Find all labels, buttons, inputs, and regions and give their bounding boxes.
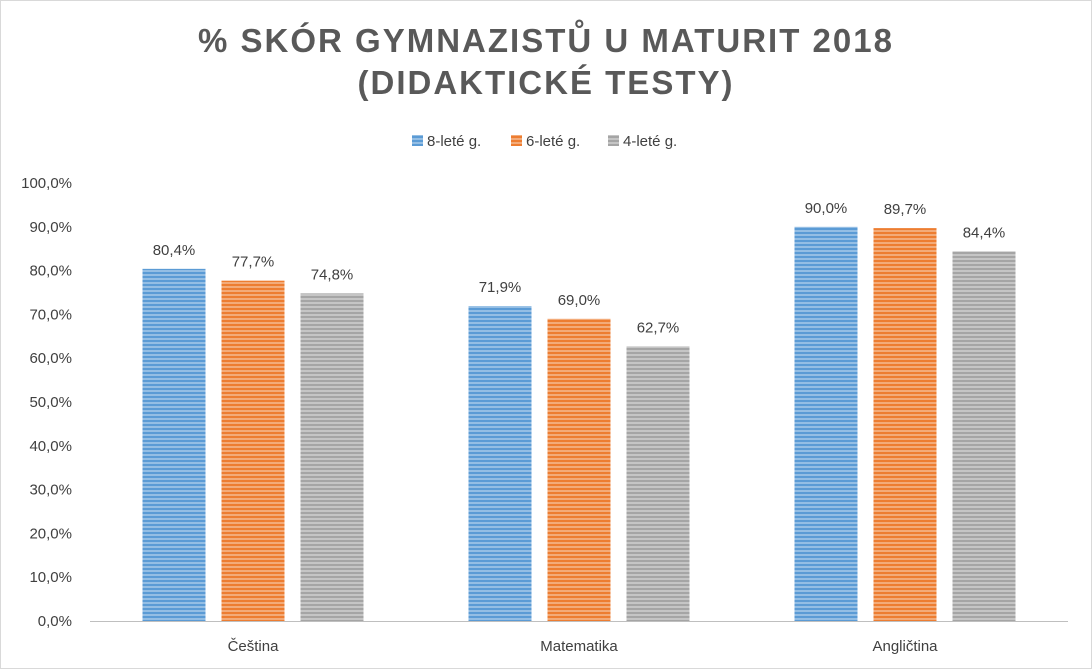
legend-label-3: 4-leté g. [623,133,677,150]
data-label: 74,8% [311,266,354,283]
y-tick-label: 100,0% [21,175,72,192]
legend-swatch-2 [511,135,522,146]
bar [794,226,858,622]
bar [873,228,937,621]
legend-swatch-1 [412,135,423,146]
bar [221,280,285,621]
chart-title-line-2: (DIDAKTICKÉ TESTY) [357,64,735,101]
y-tick-label: 50,0% [29,394,72,411]
y-tick-label: 10,0% [29,569,72,586]
y-tick-label: 40,0% [29,438,72,455]
y-tick-label: 20,0% [29,525,72,542]
x-tick-label: Matematika [540,638,618,655]
data-label: 90,0% [805,200,848,217]
y-tick-label: 70,0% [29,306,72,323]
bar [300,293,364,621]
legend-label-2: 6-leté g. [526,133,580,150]
chart-title: % SKÓR GYMNAZISTŮ U MATURIT 2018 (DIDAKT… [0,20,1092,104]
bar [142,268,206,621]
y-tick-label: 80,0% [29,263,72,280]
legend-swatch-3 [608,135,619,146]
data-label: 89,7% [884,201,927,218]
bar [547,318,611,621]
data-label: 80,4% [153,242,196,259]
x-tick-label: Angličtina [872,638,938,655]
x-tick-label: Čeština [228,638,280,655]
y-tick-label: 60,0% [29,350,72,367]
bar [952,251,1016,621]
bar [468,306,532,621]
bar [626,346,690,621]
data-label: 71,9% [479,279,522,296]
y-tick-label: 30,0% [29,482,72,499]
data-label: 77,7% [232,254,275,271]
legend-label-1: 8-leté g. [427,133,481,150]
data-label: 84,4% [963,224,1006,241]
data-label: 62,7% [637,319,680,336]
chart-title-line-1: % SKÓR GYMNAZISTŮ U MATURIT 2018 [198,22,894,59]
y-tick-label: 0,0% [38,613,72,630]
y-tick-label: 90,0% [29,219,72,236]
data-label: 69,0% [558,292,601,309]
